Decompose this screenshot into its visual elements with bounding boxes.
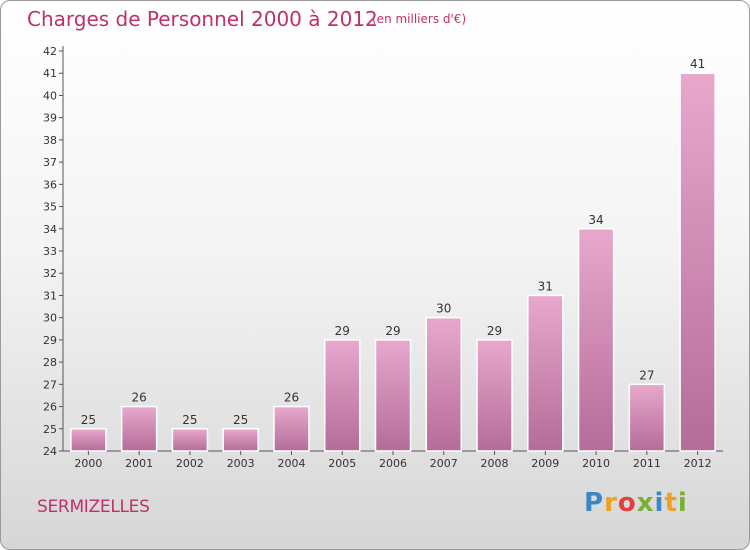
chart-title: Charges de Personnel 2000 à 2012 (27, 7, 378, 31)
y-tick-label: 35 (43, 201, 57, 214)
bar (120, 405, 158, 452)
x-tick-label: 2005 (328, 457, 356, 470)
y-tick-label: 29 (43, 334, 57, 347)
x-tick-label: 2012 (684, 457, 712, 470)
logo-letter: x (636, 488, 655, 518)
y-tick-label: 27 (43, 378, 57, 391)
bar-value-label: 25 (233, 413, 248, 427)
x-tick-label: 2009 (531, 457, 559, 470)
bar (171, 428, 209, 452)
bar-value-label: 26 (132, 391, 147, 405)
x-tick-label: 2008 (481, 457, 509, 470)
y-tick-label: 37 (43, 156, 57, 169)
x-tick-label: 2003 (227, 457, 255, 470)
y-tick-label: 36 (43, 178, 57, 191)
y-tick-label: 24 (43, 445, 57, 458)
bar (323, 339, 361, 452)
bar (273, 405, 310, 452)
bar-value-label: 29 (335, 324, 350, 338)
y-tick-label: 32 (43, 267, 57, 280)
y-tick-label: 28 (43, 356, 57, 369)
bar (374, 339, 412, 452)
logo-letter: P (584, 488, 605, 518)
y-tick-label: 31 (43, 289, 57, 302)
bar (70, 428, 107, 452)
bar-value-label: 27 (639, 368, 654, 382)
bar (222, 428, 259, 452)
y-tick-label: 34 (43, 223, 57, 236)
logo-letter: i (654, 488, 665, 518)
proxiti-logo: Proxiti (584, 488, 688, 518)
bar (476, 339, 513, 452)
x-tick-label: 2006 (379, 457, 407, 470)
bar-value-label: 25 (182, 413, 197, 427)
chart-subtitle: (en milliers d'€) (372, 12, 467, 26)
y-tick-label: 25 (43, 423, 57, 436)
bar (628, 383, 666, 452)
y-tick-label: 39 (43, 112, 57, 125)
y-tick-label: 42 (43, 45, 57, 58)
bar (425, 316, 463, 452)
bar-value-label: 25 (81, 413, 96, 427)
x-tick-label: 2007 (430, 457, 458, 470)
x-tick-label: 2011 (633, 457, 661, 470)
x-tick-label: 2000 (74, 457, 102, 470)
bar-value-label: 31 (538, 279, 553, 293)
y-tick-label: 33 (43, 245, 57, 258)
x-tick-label: 2010 (582, 457, 610, 470)
bar-value-label: 41 (690, 57, 705, 71)
x-tick-label: 2001 (125, 457, 153, 470)
bar (577, 228, 615, 452)
bar (527, 294, 564, 452)
logo-letter: r (604, 488, 618, 518)
y-tick-label: 30 (43, 312, 57, 325)
x-tick-label: 2004 (277, 457, 305, 470)
logo-letter: o (617, 488, 637, 518)
bar-value-label: 29 (385, 324, 400, 338)
town-name: SERMIZELLES (37, 497, 150, 517)
y-tick-label: 41 (43, 67, 57, 80)
x-tick-label: 2002 (176, 457, 204, 470)
y-tick-label: 40 (43, 89, 57, 102)
y-tick-label: 38 (43, 134, 57, 147)
bar-value-label: 29 (487, 324, 502, 338)
bar-value-label: 26 (284, 391, 299, 405)
logo-letter: i (677, 488, 688, 518)
bar-value-label: 34 (588, 213, 603, 227)
y-tick-label: 26 (43, 401, 57, 414)
logo-letter: t (664, 488, 678, 518)
bar-value-label: 30 (436, 302, 451, 316)
bar (679, 72, 716, 452)
